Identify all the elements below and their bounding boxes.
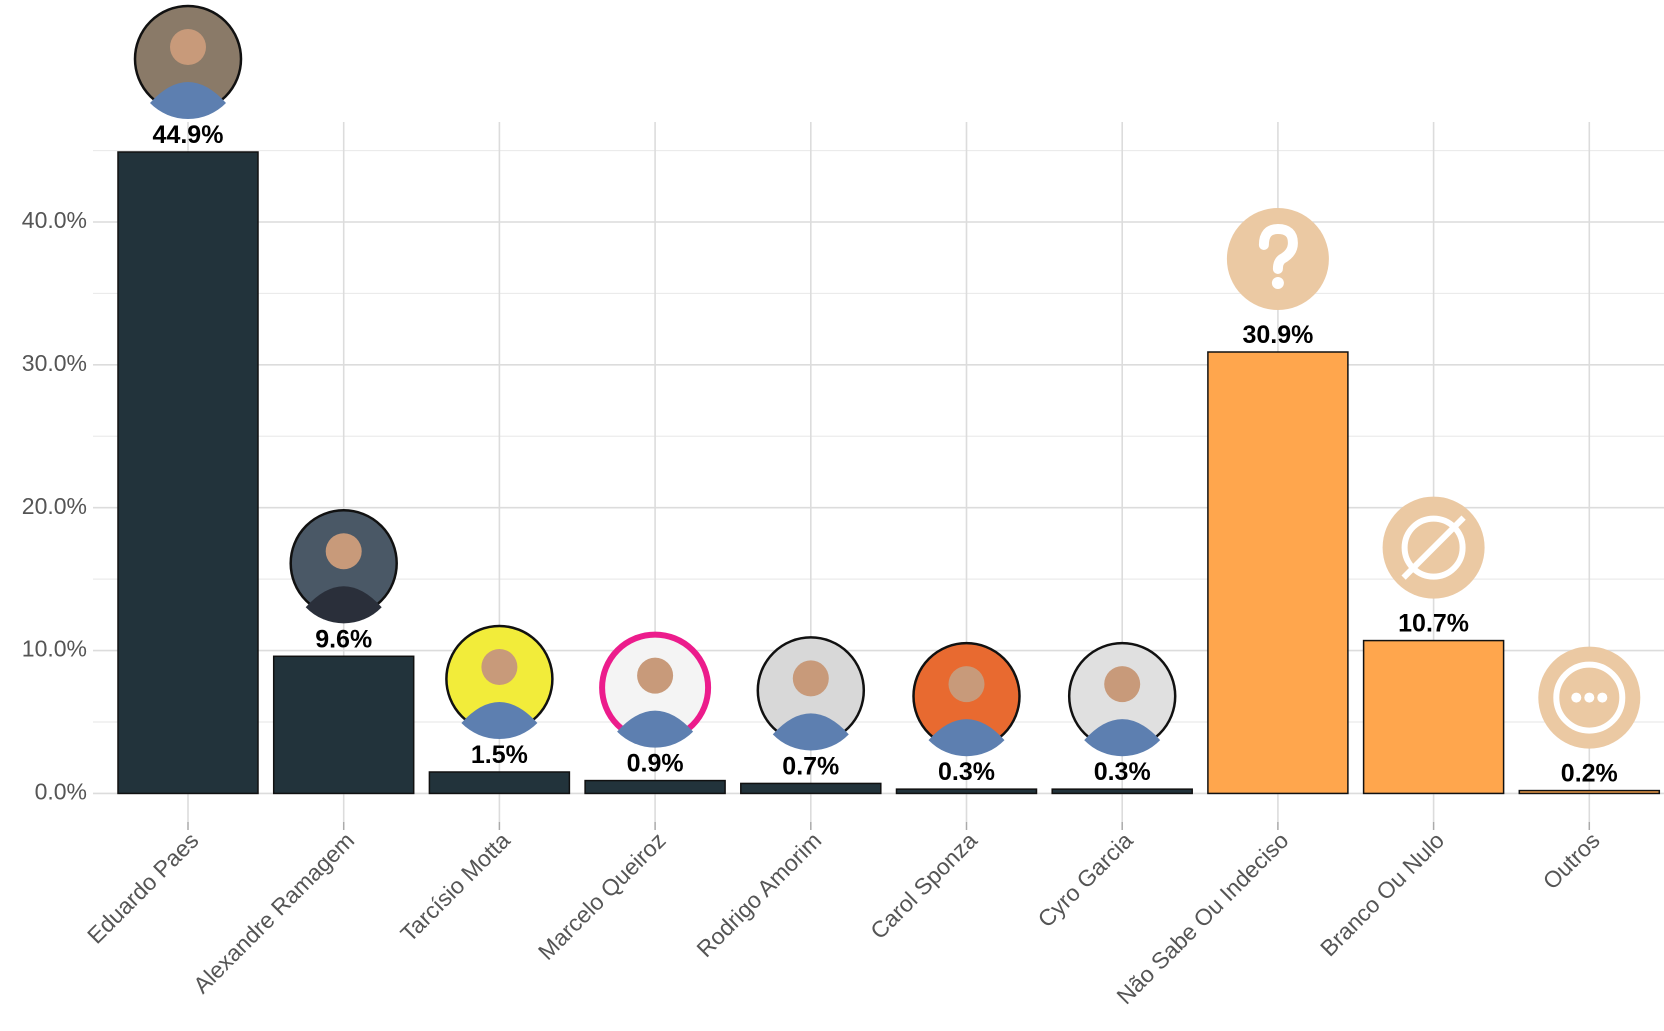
x-tick-label: Não Sabe Ou Indeciso xyxy=(1111,827,1293,1009)
x-tick-label: Branco Ou Nulo xyxy=(1315,827,1449,961)
x-tick-label: Eduardo Paes xyxy=(82,827,203,948)
bar xyxy=(1364,641,1504,794)
photo-head xyxy=(637,658,673,694)
value-label: 10.7% xyxy=(1398,610,1469,638)
y-tick-label: 40.0% xyxy=(22,207,87,233)
candidate-photo xyxy=(1069,643,1175,756)
photo-head xyxy=(793,660,829,696)
x-tick-label: Cyro Garcia xyxy=(1033,827,1138,932)
bar xyxy=(429,772,569,793)
photo-head xyxy=(481,649,517,685)
value-label: 9.6% xyxy=(315,625,372,653)
bar xyxy=(897,789,1037,793)
status-icon xyxy=(1383,497,1485,599)
x-tick-label: Tarcísio Motta xyxy=(395,827,515,947)
bar xyxy=(1519,791,1659,794)
chart: 0.0% 10.0% 20.0% 30.0% 40.0% Eduardo Paes 44.9… xyxy=(0,0,1664,1031)
photo-head xyxy=(949,666,985,702)
value-label: 0.3% xyxy=(1094,758,1151,786)
candidate-photo xyxy=(914,643,1020,756)
status-icon xyxy=(1227,208,1329,310)
photo-head xyxy=(1104,666,1140,702)
value-label: 0.3% xyxy=(938,758,995,786)
value-label: 0.2% xyxy=(1561,760,1618,788)
x-tick-label: Rodrigo Amorim xyxy=(691,827,826,962)
x-tick-label: Alexandre Ramagem xyxy=(188,827,359,998)
bar xyxy=(585,781,725,794)
value-label: 0.7% xyxy=(782,752,839,780)
bar xyxy=(274,656,414,793)
candidate-photo xyxy=(446,626,552,739)
value-label: 30.9% xyxy=(1242,321,1313,349)
photo-head xyxy=(326,533,362,569)
value-label: 0.9% xyxy=(627,750,684,778)
y-tick-label: 30.0% xyxy=(22,350,87,376)
candidate-photo xyxy=(758,637,864,750)
value-label: 1.5% xyxy=(471,741,528,769)
more-dot xyxy=(1584,693,1594,703)
bar xyxy=(1052,789,1192,793)
photo-head xyxy=(170,29,206,65)
question-dot xyxy=(1272,277,1284,289)
candidate-photo xyxy=(135,6,241,119)
y-tick-label: 0.0% xyxy=(35,779,87,805)
bar xyxy=(118,152,258,793)
candidate-photo xyxy=(291,510,397,623)
bar xyxy=(1208,352,1348,793)
more-dot xyxy=(1571,693,1581,703)
status-icon xyxy=(1538,647,1640,749)
candidate-photo xyxy=(602,635,708,748)
value-label: 44.9% xyxy=(153,121,224,149)
x-tick-label: Carol Sponza xyxy=(865,827,982,944)
y-tick-label: 10.0% xyxy=(22,636,87,662)
x-tick-label: Outros xyxy=(1538,827,1605,894)
more-dot xyxy=(1597,693,1607,703)
y-tick-label: 20.0% xyxy=(22,493,87,519)
x-tick-label: Marcelo Queiroz xyxy=(533,827,671,965)
bar xyxy=(741,783,881,793)
